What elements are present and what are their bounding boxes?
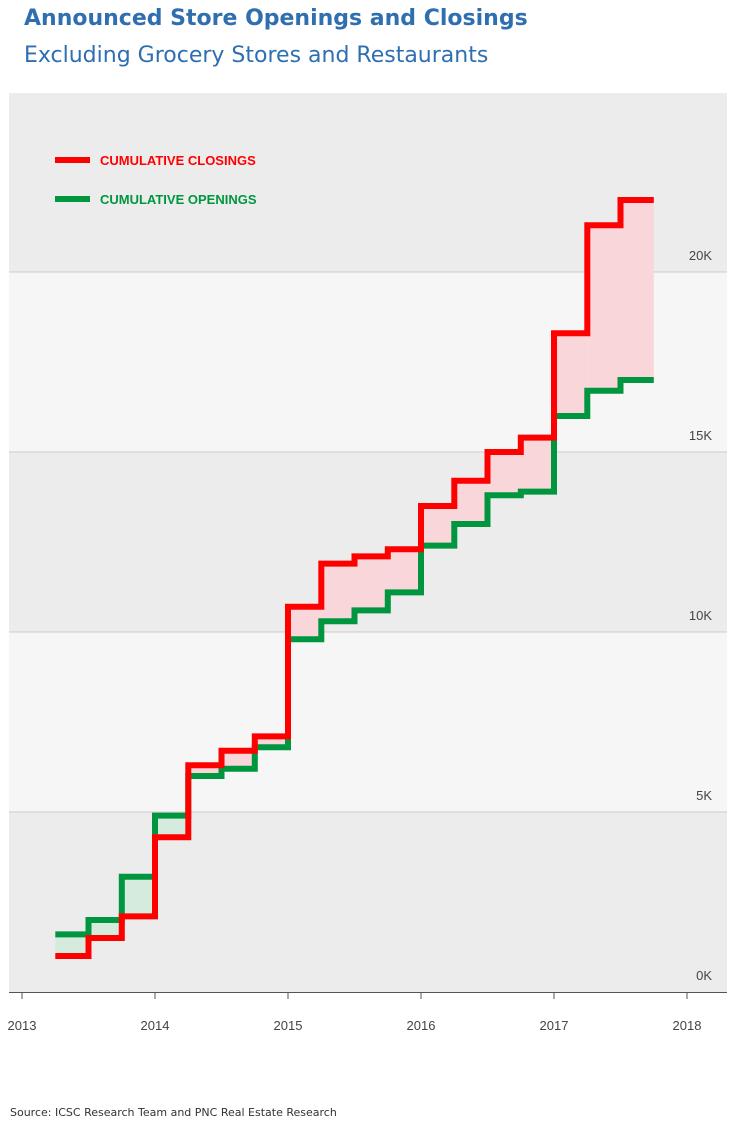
series-lines <box>55 197 654 959</box>
gap-fill <box>454 480 488 524</box>
gap-fill <box>121 876 155 917</box>
gap-fill <box>88 920 122 938</box>
gap-fill <box>587 225 621 391</box>
legend: CUMULATIVE CLOSINGS CUMULATIVE OPENINGS <box>55 153 257 207</box>
gap-fill <box>421 506 455 546</box>
x-tick-label: 2014 <box>141 1018 170 1033</box>
chart-title: Announced Store Openings and Closings <box>24 6 528 31</box>
gap-fill <box>155 815 189 838</box>
x-tick-label: 2013 <box>8 1018 37 1033</box>
x-tick-label: 2017 <box>540 1018 569 1033</box>
gap-fill <box>221 750 255 769</box>
legend-label: CUMULATIVE CLOSINGS <box>100 153 256 168</box>
source-note: Source: ICSC Research Team and PNC Real … <box>10 1106 337 1119</box>
series-line <box>55 197 654 959</box>
y-tick-label: 5K <box>696 788 712 803</box>
gap-fill <box>288 606 322 640</box>
x-tick-label: 2016 <box>407 1018 436 1033</box>
y-tick-label: 15K <box>689 428 712 443</box>
gap-fill <box>487 452 521 496</box>
y-tick-label: 0K <box>696 968 712 983</box>
x-tick-label: 2018 <box>673 1018 702 1033</box>
legend-label: CUMULATIVE OPENINGS <box>100 192 257 207</box>
store-openings-closings-chart: 0K 5K 10K 15K 20K 2013 2014 2015 2016 2017 2018 C… <box>8 93 727 1033</box>
gap-fill <box>354 556 388 611</box>
y-axis-tick-labels: 0K 5K 10K 15K 20K <box>689 248 712 983</box>
gap-fill <box>554 333 588 416</box>
background-band <box>9 812 727 992</box>
y-tick-label: 10K <box>689 608 712 623</box>
gap-fill <box>520 437 554 492</box>
gap-fill <box>188 765 222 776</box>
x-axis: 2013 2014 2015 2016 2017 2018 <box>8 992 727 1033</box>
gap-fill <box>321 563 355 622</box>
gap-fill <box>620 200 654 380</box>
gap-fill <box>254 736 288 748</box>
gap-fill <box>387 549 421 593</box>
y-tick-label: 20K <box>689 248 712 263</box>
background-band <box>9 632 727 812</box>
gap-fills <box>55 200 654 956</box>
gap-fill <box>55 934 89 956</box>
x-tick-label: 2015 <box>274 1018 303 1033</box>
series-line <box>55 377 654 938</box>
chart-subtitle: Excluding Grocery Stores and Restaurants <box>24 43 489 68</box>
